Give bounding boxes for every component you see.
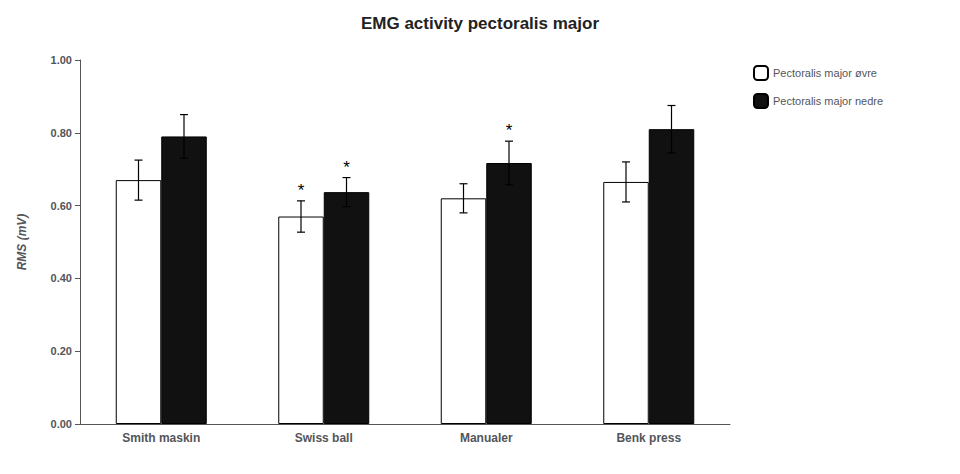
svg-text:0.40: 0.40 bbox=[51, 272, 72, 284]
svg-text:Benk press: Benk press bbox=[616, 431, 681, 445]
svg-text:0.20: 0.20 bbox=[51, 345, 72, 357]
svg-text:Pectoralis major øvre: Pectoralis major øvre bbox=[773, 67, 877, 79]
svg-text:1.00: 1.00 bbox=[51, 54, 72, 66]
svg-text:Smith maskin: Smith maskin bbox=[122, 431, 200, 445]
svg-text:Swiss ball: Swiss ball bbox=[295, 431, 353, 445]
svg-text:0.80: 0.80 bbox=[51, 127, 72, 139]
svg-text:Pectoralis major nedre: Pectoralis major nedre bbox=[773, 95, 883, 107]
svg-text:EMG activity pectoralis major: EMG activity pectoralis major bbox=[361, 14, 599, 33]
svg-text:*: * bbox=[506, 121, 513, 140]
svg-text:*: * bbox=[343, 158, 350, 177]
svg-text:0.00: 0.00 bbox=[51, 418, 72, 430]
svg-text:0.60: 0.60 bbox=[51, 200, 72, 212]
svg-text:Manualer: Manualer bbox=[460, 431, 513, 445]
svg-text:*: * bbox=[298, 181, 305, 200]
svg-text:RMS (mV): RMS (mV) bbox=[15, 214, 29, 271]
